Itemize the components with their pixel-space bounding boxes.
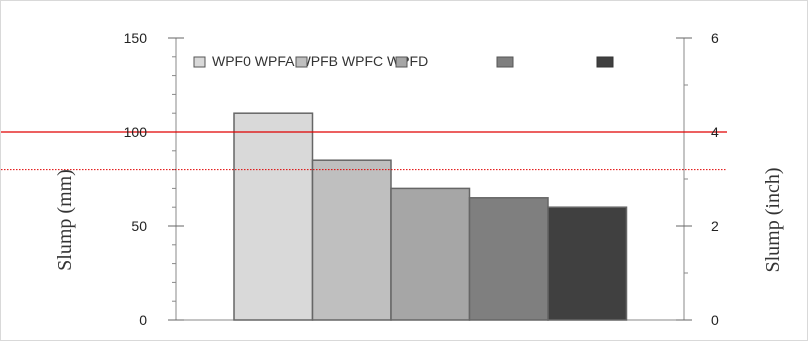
y-axis-title-left: Slump (mm) — [54, 169, 76, 271]
legend-swatch — [596, 56, 614, 68]
legend: WPF0 WPFA WPFB WPFC WPFD — [193, 53, 614, 69]
bars — [233, 112, 628, 321]
left-tick-labels: 0 50 100 150 — [124, 30, 148, 328]
left-tick-label: 150 — [124, 30, 148, 46]
left-tick-label: 50 — [131, 218, 147, 234]
left-tick-label: 0 — [139, 312, 147, 328]
y-axis-title-right: Slump (inch) — [762, 168, 784, 273]
right-tick-label: 4 — [711, 124, 719, 140]
legend-swatch — [395, 56, 408, 68]
bar-wpfc — [468, 197, 549, 321]
legend-swatch — [496, 56, 514, 68]
bar-wpfb — [390, 187, 471, 321]
bar-wpf0 — [233, 112, 314, 321]
right-tick-labels: 0 2 4 6 — [711, 30, 719, 328]
right-tick-label: 6 — [711, 30, 719, 46]
right-tick-label: 2 — [711, 218, 719, 234]
left-tick-label: 100 — [124, 124, 148, 140]
legend-swatch — [193, 56, 206, 68]
legend-label: WPF0 WPFA WPFB WPFC WPFD — [212, 53, 428, 69]
legend-swatch — [295, 56, 308, 68]
bar-wpfd — [547, 206, 628, 321]
right-tick-label: 0 — [711, 312, 719, 328]
reference-lines — [1, 131, 727, 171]
bar-wpfa — [311, 159, 392, 321]
